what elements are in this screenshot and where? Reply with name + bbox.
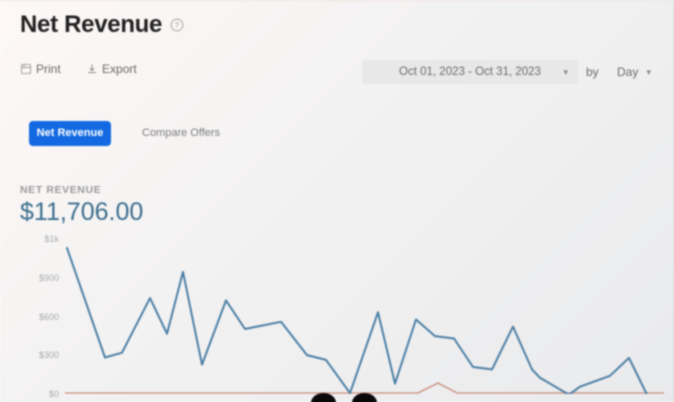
svg-text:?: ?	[175, 23, 179, 30]
